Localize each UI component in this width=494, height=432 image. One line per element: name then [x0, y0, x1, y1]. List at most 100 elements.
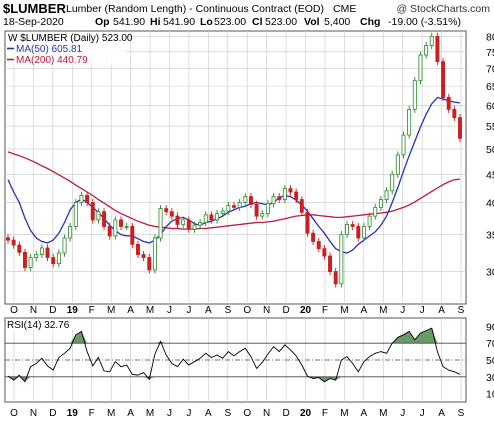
candle-body: [333, 271, 338, 285]
high-label: Hi: [150, 16, 161, 28]
price-candle: [356, 222, 361, 242]
candle-body: [361, 226, 366, 239]
candle-body: [147, 257, 152, 271]
price-axis-tick-label: 550: [486, 121, 494, 133]
candle-body: [124, 226, 129, 228]
price-candle: [186, 216, 191, 233]
candle-body: [62, 237, 67, 254]
rsi-x-tick-label: M: [107, 408, 115, 419]
candle-body: [288, 188, 293, 193]
price-axis-tick-label: 500: [486, 144, 494, 156]
price-candle: [305, 208, 310, 237]
rsi-x-tick-label: D: [49, 408, 56, 419]
price-candle: [51, 253, 56, 268]
candle-body: [441, 61, 446, 98]
candle-body: [311, 232, 316, 242]
price-x-tick-label: 20: [300, 305, 312, 316]
price-x-tick-label: F: [322, 305, 328, 316]
candle-body: [28, 257, 33, 268]
price-x-tick-label: A: [205, 305, 212, 316]
rsi-x-tick-label: O: [243, 408, 251, 419]
candle-body: [186, 219, 191, 230]
price-x-tick-label: J: [186, 305, 191, 316]
candle-body: [232, 205, 236, 208]
price-x-tick-label: M: [107, 305, 115, 316]
price-candle: [175, 212, 180, 229]
price-candle: [390, 170, 395, 195]
rsi-x-tick-label: D: [282, 408, 289, 419]
price-axis-tick-label: 600: [486, 100, 494, 112]
price-x-tick-label: J: [420, 305, 425, 316]
rsi-axis-tick-label: 10: [486, 389, 494, 401]
price-axis-tick-label: 450: [486, 169, 494, 181]
candle-body: [181, 219, 186, 225]
price-candle: [158, 205, 163, 242]
price-legend-entry: MA(50) 605.81: [16, 44, 83, 55]
candle-body: [435, 35, 440, 62]
price-candle: [107, 222, 112, 240]
low-value: 523.00: [214, 16, 246, 28]
price-legend-box: [6, 32, 126, 65]
rsi-axis-tick-label: 90: [486, 321, 494, 333]
price-candle: [361, 222, 366, 242]
candle-body: [378, 199, 383, 208]
rsi-x-tick-label: A: [360, 408, 367, 419]
candle-body: [356, 226, 361, 239]
price-candle: [56, 249, 61, 268]
candle-body: [34, 254, 39, 258]
candle-body: [265, 203, 270, 214]
candle-body: [56, 252, 61, 265]
price-candle: [429, 32, 434, 50]
rsi-x-tick-label: S: [458, 408, 465, 419]
close-value: 523.00: [265, 16, 297, 28]
price-candle: [6, 234, 10, 244]
rsi-x-tick-label: A: [205, 408, 212, 419]
rsi-panel: 1030507090RSI(14) 32.76OND19FMAMJJASOND2…: [4, 317, 494, 419]
price-candle: [11, 236, 16, 249]
price-candle: [260, 210, 265, 220]
candle-body: [226, 205, 231, 212]
price-candle: [22, 248, 27, 272]
price-axis-tick-label: 650: [486, 81, 494, 93]
price-candle: [198, 218, 203, 229]
price-candle: [248, 193, 253, 208]
price-candle: [446, 93, 451, 113]
price-candle: [333, 267, 338, 288]
price-candle: [412, 77, 417, 113]
rsi-x-tick-label: A: [438, 408, 445, 419]
candle-body: [209, 214, 214, 221]
price-x-tick-label: M: [340, 305, 348, 316]
candle-body: [260, 213, 265, 217]
price-x-tick-label: O: [10, 305, 18, 316]
price-candle: [68, 222, 73, 242]
candle-body: [271, 196, 276, 205]
high-value: 541.90: [163, 16, 195, 28]
price-candle: [28, 253, 33, 272]
rsi-x-tick-label: J: [400, 408, 405, 419]
candle-body: [51, 257, 56, 265]
rsi-x-tick-label: N: [30, 408, 37, 419]
candle-body: [299, 199, 304, 213]
candle-body: [215, 213, 220, 221]
price-candle: [181, 216, 186, 229]
price-candle: [135, 240, 140, 259]
rsi-x-tick-label: 20: [300, 408, 312, 419]
candle-body: [254, 203, 259, 217]
price-candle: [237, 198, 242, 212]
price-candle: [102, 208, 107, 231]
price-x-tick-label: D: [282, 305, 289, 316]
price-candle: [271, 193, 276, 208]
candle-body: [107, 226, 112, 237]
price-candle: [378, 195, 383, 212]
price-axis-tick-label: 800: [486, 31, 494, 43]
candle-body: [395, 154, 400, 175]
candle-body: [164, 208, 169, 213]
price-candle: [215, 210, 220, 224]
rsi-x-tick-label: J: [167, 408, 172, 419]
candle-body: [113, 219, 118, 237]
rsi-legend-entry: RSI(14) 32.76: [7, 320, 70, 331]
price-candle: [39, 244, 44, 259]
candle-body: [96, 211, 101, 221]
candle-body: [412, 80, 417, 110]
